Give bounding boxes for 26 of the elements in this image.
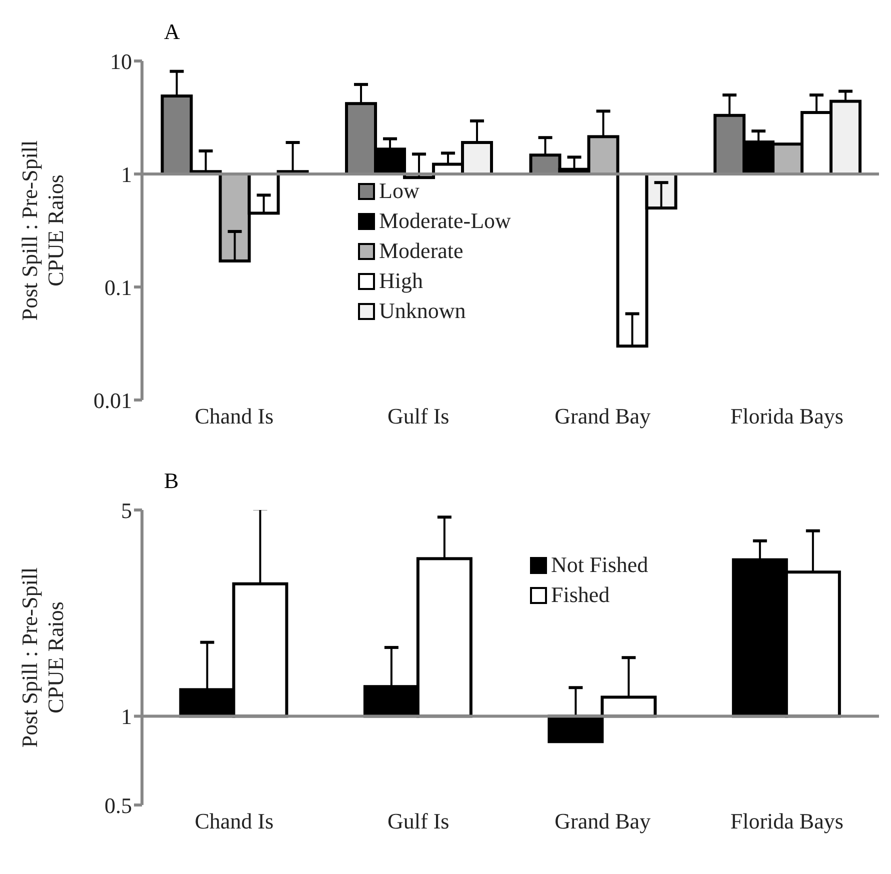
- y-tick-label: 1: [121, 704, 132, 730]
- y-tick-label: 1: [121, 162, 132, 187]
- legend-label: High: [379, 267, 423, 295]
- y-tick-label: 5: [121, 498, 132, 523]
- chart-title: A: [164, 19, 180, 45]
- y-tick-label: 10: [110, 48, 132, 74]
- legend-label: Low: [379, 177, 420, 205]
- legend-label: Unknown: [379, 297, 466, 325]
- legend-label: Not Fished: [551, 551, 648, 579]
- x-tick-label: Gulf Is: [388, 404, 450, 429]
- legend-label: Moderate: [379, 237, 464, 265]
- x-tick-label: Florida Bays: [730, 404, 844, 429]
- x-tick-label: Grand Bay: [554, 404, 651, 429]
- y-tick-label: 0.1: [104, 274, 132, 300]
- x-tick-label: Chand Is: [194, 404, 274, 429]
- legend-label: Fished: [551, 581, 610, 609]
- y-tick-label: 0.5: [104, 792, 132, 818]
- x-tick-label: Grand Bay: [554, 808, 651, 834]
- x-tick-label: Gulf Is: [388, 808, 450, 834]
- x-tick-label: Florida Bays: [730, 808, 844, 834]
- chart-title: B: [164, 468, 179, 494]
- x-tick-label: Chand Is: [194, 808, 274, 834]
- legend-label: Moderate-Low: [379, 207, 511, 235]
- y-tick-label: 0.01: [94, 388, 132, 413]
- y-axis-title: Post Spill : Pre-Spill CPUE Raios: [17, 140, 68, 321]
- y-axis-title: Post Spill : Pre-Spill CPUE Raios: [17, 567, 68, 748]
